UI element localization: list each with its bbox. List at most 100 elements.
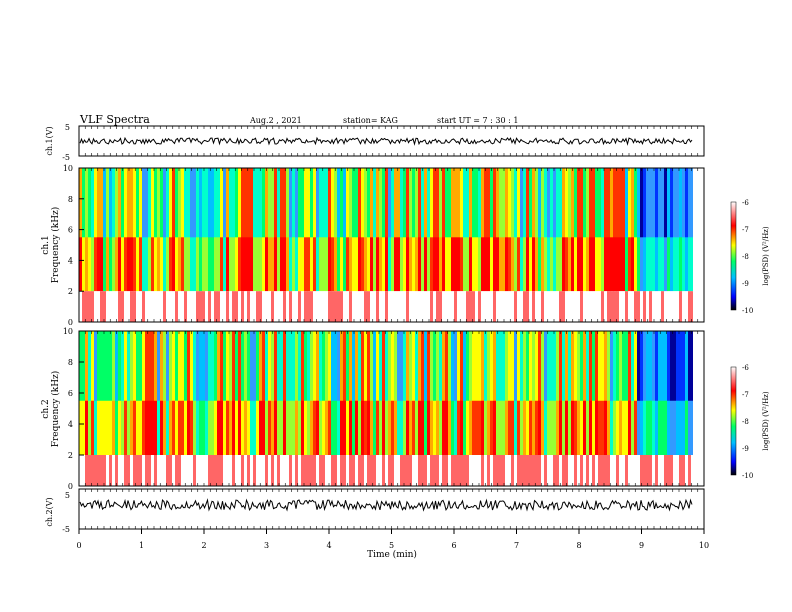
spectrogram-band-low: [547, 291, 551, 322]
spectrogram-band-mid: [262, 237, 266, 292]
spectrogram-band-mid: [199, 400, 203, 455]
spectrogram-band-mid: [184, 400, 188, 455]
time-tick-label: 9: [639, 541, 644, 550]
spectrogram-band-mid: [121, 237, 125, 292]
spectrogram-band-low: [535, 291, 539, 322]
spectrogram-band-low: [598, 455, 602, 486]
spectrogram-band-low: [592, 291, 596, 322]
spectrogram-band-mid: [439, 400, 443, 455]
spectrogram-band-low: [262, 291, 266, 322]
spectrogram-band-low: [511, 455, 515, 486]
spectrogram-band-mid: [640, 400, 644, 455]
ch2-ytick-label: 0: [68, 482, 73, 491]
spectrogram-band: [148, 168, 152, 276]
spectrogram-band-mid: [337, 400, 341, 455]
spectrogram-band-low: [421, 455, 425, 486]
spectrogram-band-mid: [250, 400, 254, 455]
spectrogram-band-mid: [670, 237, 674, 292]
spectrogram-band: [502, 331, 506, 440]
spectrogram-band: [100, 331, 104, 440]
spectrogram-band-low: [565, 291, 569, 322]
spectrogram-band-low: [670, 455, 674, 486]
spectrogram-band-mid: [154, 237, 158, 292]
spectrogram-band-low: [646, 455, 650, 486]
spectrogram-band: [493, 168, 497, 276]
spectrogram-band-low: [349, 455, 353, 486]
spectrogram-band-mid: [130, 400, 134, 455]
spectrogram-band: [139, 168, 143, 276]
spectrogram-band: [229, 168, 233, 276]
spectrogram-band-low: [193, 291, 197, 322]
ch1-ytick-label: 10: [63, 164, 73, 173]
spectrogram-band-low: [106, 291, 110, 322]
spectrogram-band-mid: [133, 237, 137, 292]
spectrogram-band-low: [97, 455, 101, 486]
time-tick-label: 5: [389, 541, 394, 550]
spectrogram-band: [220, 331, 224, 440]
spectrogram-band-low: [367, 455, 371, 486]
spectrogram-band: [484, 331, 488, 440]
spectrogram-band-low: [187, 455, 191, 486]
spectrogram-band: [328, 331, 332, 440]
spectrogram-band-low: [253, 455, 257, 486]
spectrogram-band-low: [265, 455, 269, 486]
spectrogram-band-mid: [100, 237, 104, 292]
spectrogram-band-low: [388, 455, 392, 486]
spectrogram-band-mid: [244, 237, 248, 292]
spectrogram-band: [520, 331, 524, 440]
spectrogram-band-low: [667, 291, 671, 322]
spectrogram-band-mid: [307, 400, 311, 455]
spectrogram-band-mid: [481, 237, 485, 292]
spectrogram-band-mid: [262, 400, 266, 455]
spectrogram-band: [517, 168, 521, 276]
spectrogram-band: [550, 331, 554, 440]
spectrogram-band-low: [553, 291, 557, 322]
spectrogram-band-low: [679, 455, 683, 486]
spectrogram-band-low: [538, 291, 542, 322]
spectrogram-band-low: [466, 455, 470, 486]
ch2-waveform-ylabel: ch.2(V): [45, 497, 54, 526]
spectrogram-band-mid: [577, 400, 581, 455]
spectrogram-band-low: [322, 291, 326, 322]
spectrogram-band: [160, 168, 164, 276]
spectrogram-band: [298, 331, 302, 440]
spectrogram-band: [412, 331, 416, 440]
spectrogram-band: [436, 168, 440, 276]
spectrogram-band: [472, 168, 476, 276]
spectrogram-band-low: [238, 291, 242, 322]
spectrogram-band-low: [523, 291, 527, 322]
spectrogram-band: [571, 331, 575, 440]
spectrogram-band-mid: [124, 237, 128, 292]
spectrogram-band-low: [445, 455, 449, 486]
spectrogram-band-low: [361, 291, 365, 322]
spectrogram-band-mid: [379, 237, 383, 292]
spectrogram-band-mid: [415, 237, 419, 292]
spectrogram-band-low: [355, 455, 359, 486]
spectrogram-band: [199, 168, 203, 276]
spectrogram-band-mid: [673, 400, 677, 455]
spectrogram-band-low: [181, 291, 185, 322]
spectrogram-band-mid: [349, 237, 353, 292]
spectrogram-band: [130, 168, 134, 276]
spectrogram-band-mid: [187, 400, 191, 455]
spectrogram-band: [85, 168, 89, 276]
spectrogram-band: [433, 168, 437, 276]
spectrogram-band: [391, 168, 395, 276]
spectrogram-band-mid: [691, 400, 695, 455]
spectrogram-band-mid: [529, 237, 533, 292]
spectrogram-band: [163, 168, 167, 276]
spectrogram-band: [166, 168, 170, 276]
spectrogram-band-low: [682, 291, 686, 322]
spectrogram-band: [664, 168, 668, 276]
spectrogram-band-low: [298, 455, 302, 486]
ch1-yaxis-ticks: 0 2 4 6 8 10: [63, 164, 84, 327]
spectrogram-band-low: [376, 291, 380, 322]
spectrogram-band: [331, 331, 335, 440]
spectrogram-band-low: [220, 455, 224, 486]
spectrogram-band-mid: [358, 237, 362, 292]
spectrogram-band: [679, 331, 683, 440]
spectrogram-band-low: [130, 291, 134, 322]
spectrogram-band: [436, 331, 440, 440]
spectrogram-band: [562, 168, 566, 276]
spectrogram-band: [232, 331, 236, 440]
